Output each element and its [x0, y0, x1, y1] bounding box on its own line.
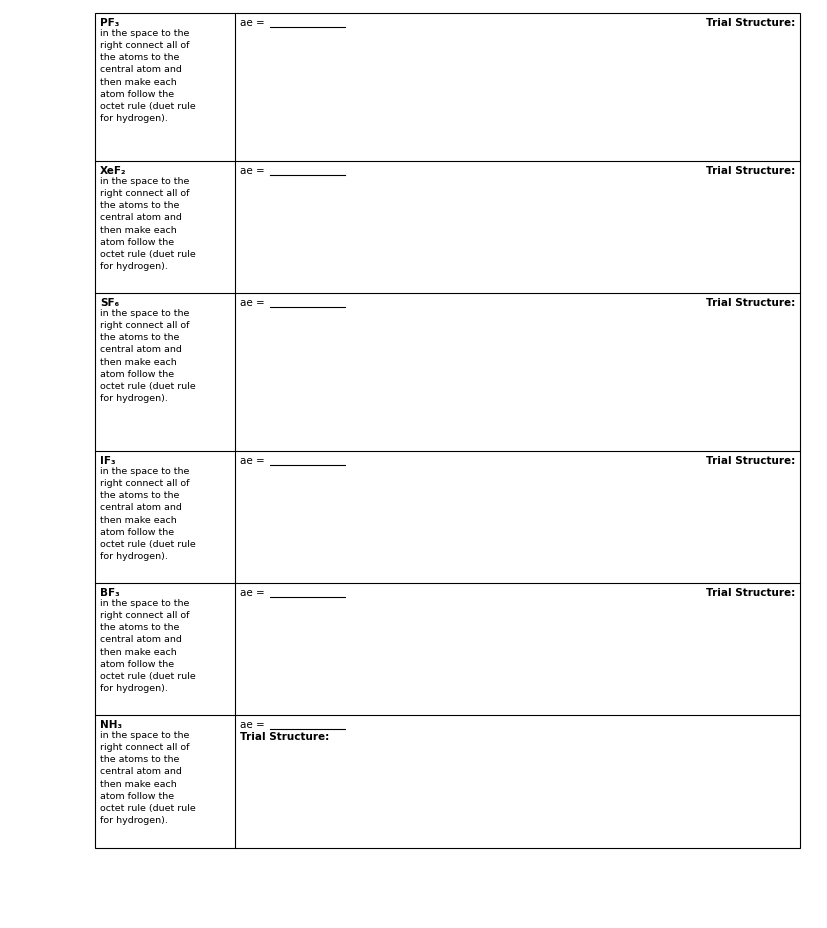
Text: Trial Structure:: Trial Structure: [705, 18, 794, 28]
Text: BF₃: BF₃ [100, 587, 120, 598]
Text: in the space to the
right connect all of
the atoms to the
central atom and
then : in the space to the right connect all of… [100, 29, 195, 122]
Text: in the space to the
right connect all of
the atoms to the
central atom and
then : in the space to the right connect all of… [100, 467, 195, 561]
Text: ae =: ae = [240, 18, 268, 28]
Text: in the space to the
right connect all of
the atoms to the
central atom and
then : in the space to the right connect all of… [100, 309, 195, 403]
Text: Trial Structure:: Trial Structure: [705, 587, 794, 598]
Text: NH₃: NH₃ [100, 719, 122, 729]
Text: XeF₂: XeF₂ [100, 166, 127, 175]
Text: in the space to the
right connect all of
the atoms to the
central atom and
then : in the space to the right connect all of… [100, 599, 195, 692]
Text: ae =: ae = [240, 298, 268, 308]
Text: Trial Structure:: Trial Structure: [240, 731, 329, 741]
Text: Trial Structure:: Trial Structure: [705, 298, 794, 308]
Text: Trial Structure:: Trial Structure: [705, 166, 794, 175]
Text: PF₃: PF₃ [100, 18, 119, 28]
Text: IF₃: IF₃ [100, 456, 116, 466]
Text: SF₆: SF₆ [100, 298, 119, 308]
Text: ae =: ae = [240, 166, 268, 175]
Text: ae =: ae = [240, 587, 268, 598]
Text: ae =: ae = [240, 719, 268, 729]
Text: in the space to the
right connect all of
the atoms to the
central atom and
then : in the space to the right connect all of… [100, 177, 195, 271]
Text: Trial Structure:: Trial Structure: [705, 456, 794, 466]
Text: ae =: ae = [240, 456, 268, 466]
Text: in the space to the
right connect all of
the atoms to the
central atom and
then : in the space to the right connect all of… [100, 730, 195, 824]
